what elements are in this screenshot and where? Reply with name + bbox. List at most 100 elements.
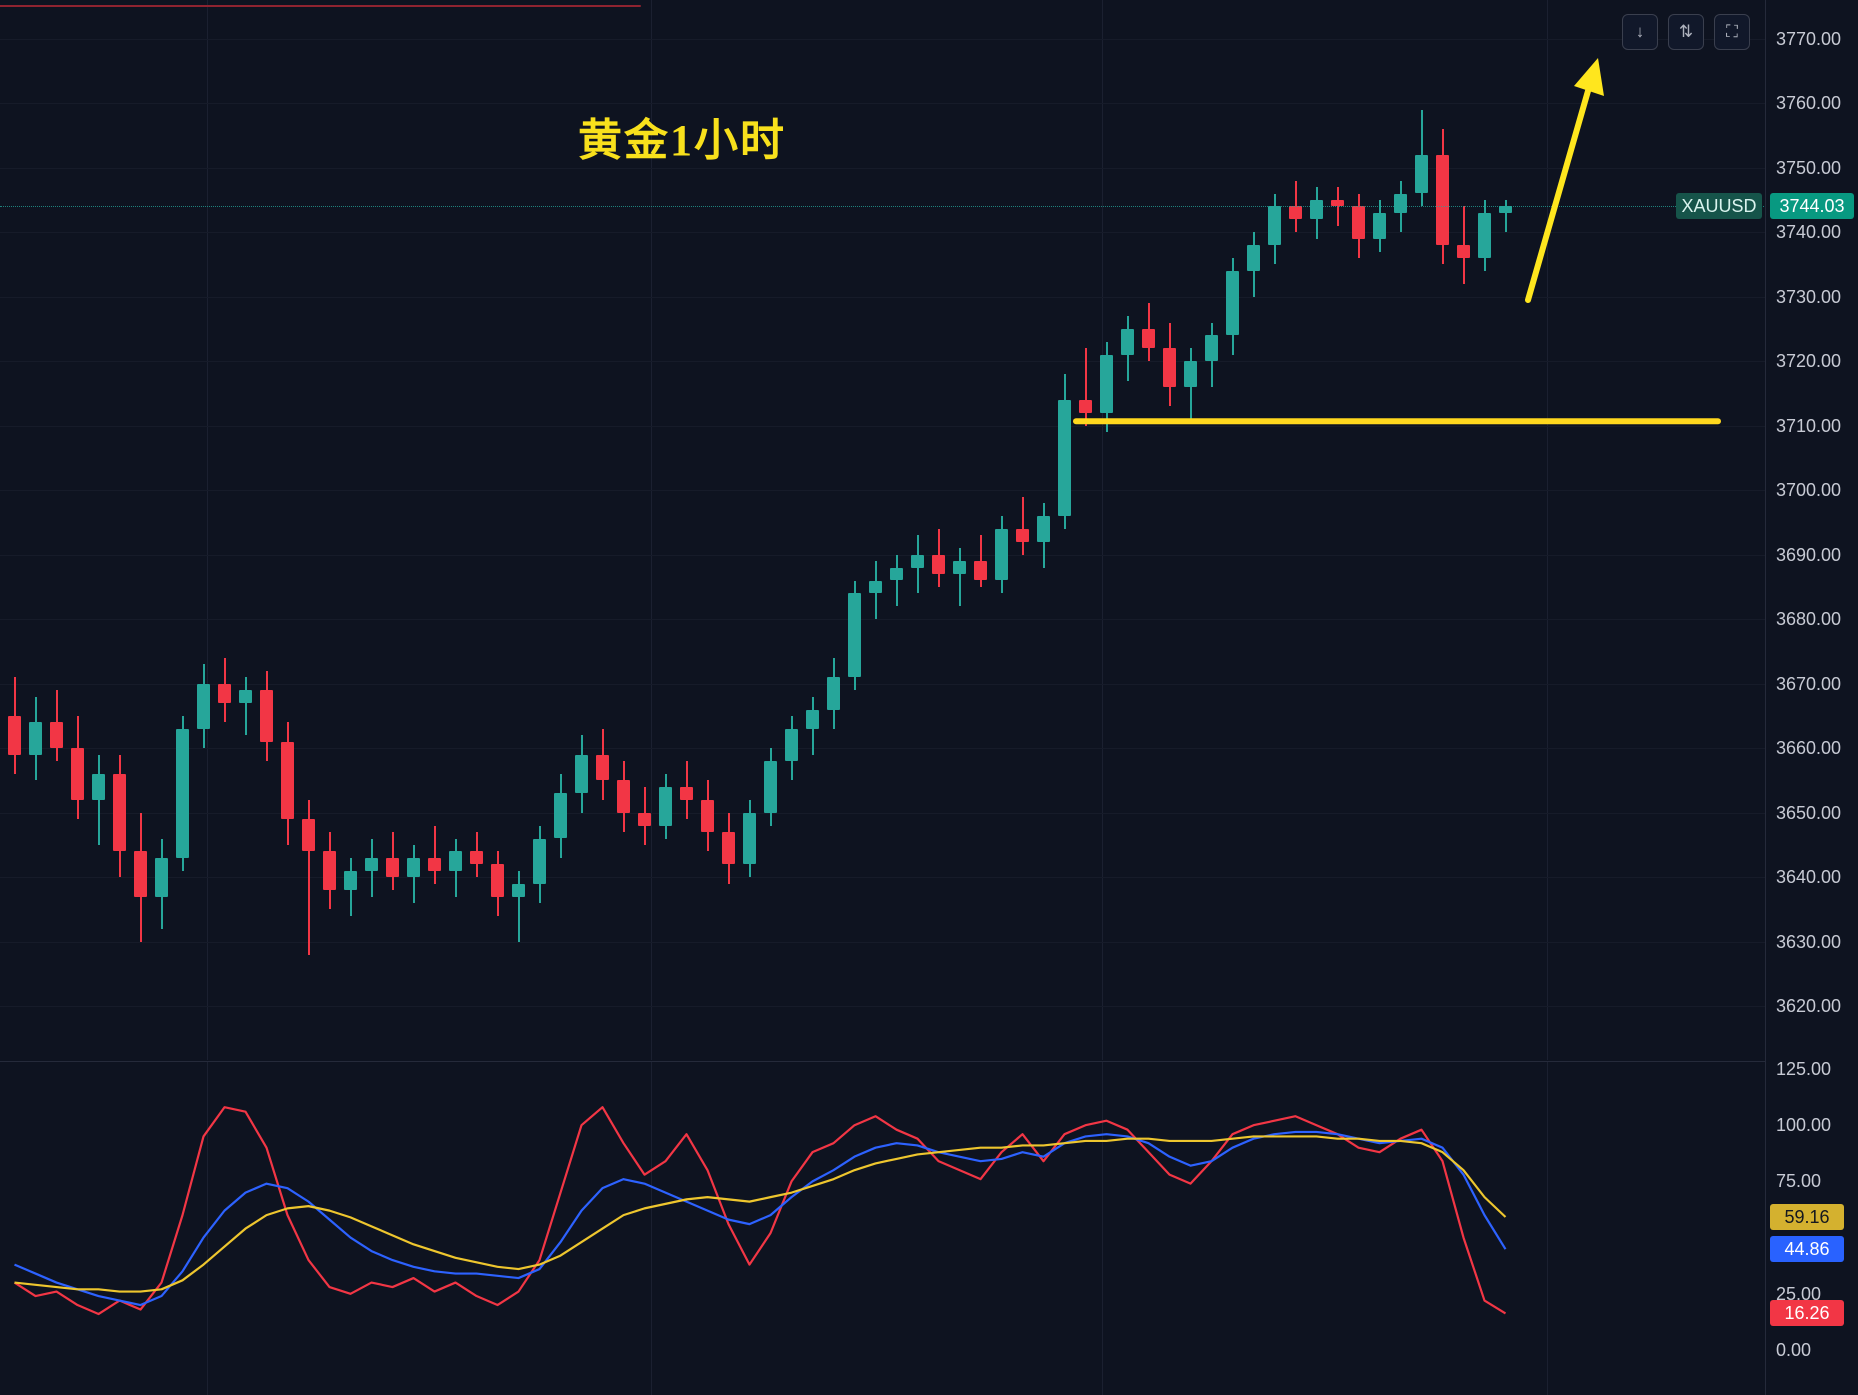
candle-body xyxy=(92,774,105,800)
grid-line-vertical xyxy=(651,1062,652,1395)
candle-body xyxy=(554,793,567,839)
candle-body xyxy=(1268,206,1281,246)
indicator-axis-label: 0.00 xyxy=(1776,1340,1812,1360)
candle-body xyxy=(617,780,630,813)
candle-body xyxy=(743,812,756,865)
indicator-axis-label: 100.00 xyxy=(1776,1115,1832,1136)
candle-body xyxy=(113,774,126,852)
candle-body xyxy=(176,728,189,858)
candle-body xyxy=(449,851,462,871)
candle-body xyxy=(197,683,210,729)
grid-line-horizontal xyxy=(0,941,1766,943)
candle-body xyxy=(281,741,294,820)
candle-body xyxy=(491,864,504,897)
candle-body xyxy=(470,851,483,865)
candle-body xyxy=(512,883,525,897)
candle-body xyxy=(1373,212,1386,239)
candle-body xyxy=(155,857,168,897)
price-axis-label: 3710.00 xyxy=(1776,415,1842,436)
candle-body xyxy=(1436,154,1449,246)
grid-line-horizontal xyxy=(0,619,1766,621)
grid-line-vertical xyxy=(1547,1062,1548,1395)
candle-body xyxy=(1415,154,1428,194)
candle-body xyxy=(890,567,903,581)
grid-line-horizontal xyxy=(0,425,1766,427)
grid-line-horizontal xyxy=(0,232,1766,234)
candle-body xyxy=(827,677,840,710)
candle-body xyxy=(680,786,693,800)
price-axis-label: 3670.00 xyxy=(1776,673,1842,694)
price-axis-label: 3630.00 xyxy=(1776,931,1842,952)
price-pane[interactable] xyxy=(0,0,1766,1060)
grid-line-horizontal xyxy=(0,748,1766,750)
price-axis-label: 3660.00 xyxy=(1776,738,1842,759)
price-axis-label: 3750.00 xyxy=(1776,157,1842,178)
price-axis[interactable]: 3770.00 3760.00 3750.00 3740.00 3730.00 3720.… xyxy=(1765,0,1858,1395)
grid-line-vertical xyxy=(207,0,208,1060)
price-axis-label: 3680.00 xyxy=(1776,609,1842,630)
grid-line-horizontal xyxy=(0,103,1766,105)
indicator-value-badge-fast: 16.26 xyxy=(1770,1300,1844,1327)
collapse-pane-button[interactable]: ⇅ xyxy=(1668,14,1704,50)
price-axis-label: 3700.00 xyxy=(1776,480,1842,501)
scroll-down-button[interactable]: ↓ xyxy=(1622,14,1658,50)
candle-body xyxy=(932,554,945,575)
grid-line-vertical xyxy=(1547,0,1548,1060)
candle-body xyxy=(218,683,231,704)
price-axis-label: 3690.00 xyxy=(1776,544,1842,565)
candle-wick xyxy=(517,870,520,942)
candle-body xyxy=(533,838,546,884)
candle-body xyxy=(344,870,357,891)
indicator-pane[interactable] xyxy=(0,1061,1766,1395)
last-price-dotted-line xyxy=(0,206,1766,207)
price-axis-label: 3720.00 xyxy=(1776,351,1842,372)
candle-body xyxy=(1289,206,1302,220)
candle-body xyxy=(1184,361,1197,387)
candle-body xyxy=(701,799,714,833)
grid-line-horizontal xyxy=(0,877,1766,879)
indicator-axis-label: 25.00 xyxy=(1776,1283,1822,1304)
grid-line-vertical xyxy=(1102,1062,1103,1395)
candle-body xyxy=(260,690,273,742)
candle-body xyxy=(1058,399,1071,516)
candle-wick xyxy=(1021,496,1024,555)
candle-body xyxy=(365,857,378,871)
candle-body xyxy=(1247,245,1260,271)
candle-body xyxy=(575,754,588,794)
candle-body xyxy=(1310,199,1323,220)
candle-body xyxy=(638,812,651,826)
candle-body xyxy=(953,561,966,575)
candle-body xyxy=(302,819,315,852)
candle-body xyxy=(722,832,735,865)
candle-body xyxy=(1499,206,1512,213)
candle-body xyxy=(239,690,252,704)
candle-body xyxy=(1037,516,1050,542)
last-price-badge: 3744.03 xyxy=(1770,193,1854,220)
candle-wick xyxy=(1462,206,1465,284)
price-axis-label: 3730.00 xyxy=(1776,286,1842,307)
grid-line-horizontal xyxy=(0,490,1766,492)
candle-body xyxy=(134,851,147,897)
candle-body xyxy=(407,857,420,878)
grid-line-vertical xyxy=(651,0,652,1060)
candle-body xyxy=(1331,199,1344,207)
candle-body xyxy=(869,580,882,594)
candle-body xyxy=(974,561,987,581)
grid-line-vertical xyxy=(207,1062,208,1395)
indicator-axis-label: 125.00 xyxy=(1776,1059,1832,1079)
candle-body xyxy=(911,554,924,568)
candle-wick xyxy=(1084,348,1087,426)
candle-body xyxy=(995,528,1008,581)
candle-body xyxy=(1205,335,1218,362)
candle-wick xyxy=(307,799,310,955)
candle-wick xyxy=(895,554,898,607)
candle-body xyxy=(50,722,63,749)
grid-line-horizontal xyxy=(0,683,1766,685)
candle-body xyxy=(1163,348,1176,387)
candle-body xyxy=(1394,193,1407,213)
restore-pane-button[interactable]: ⛶ xyxy=(1714,14,1750,50)
price-axis-label: 3740.00 xyxy=(1776,222,1842,243)
candle-body xyxy=(386,857,399,878)
candle-body xyxy=(764,761,777,813)
